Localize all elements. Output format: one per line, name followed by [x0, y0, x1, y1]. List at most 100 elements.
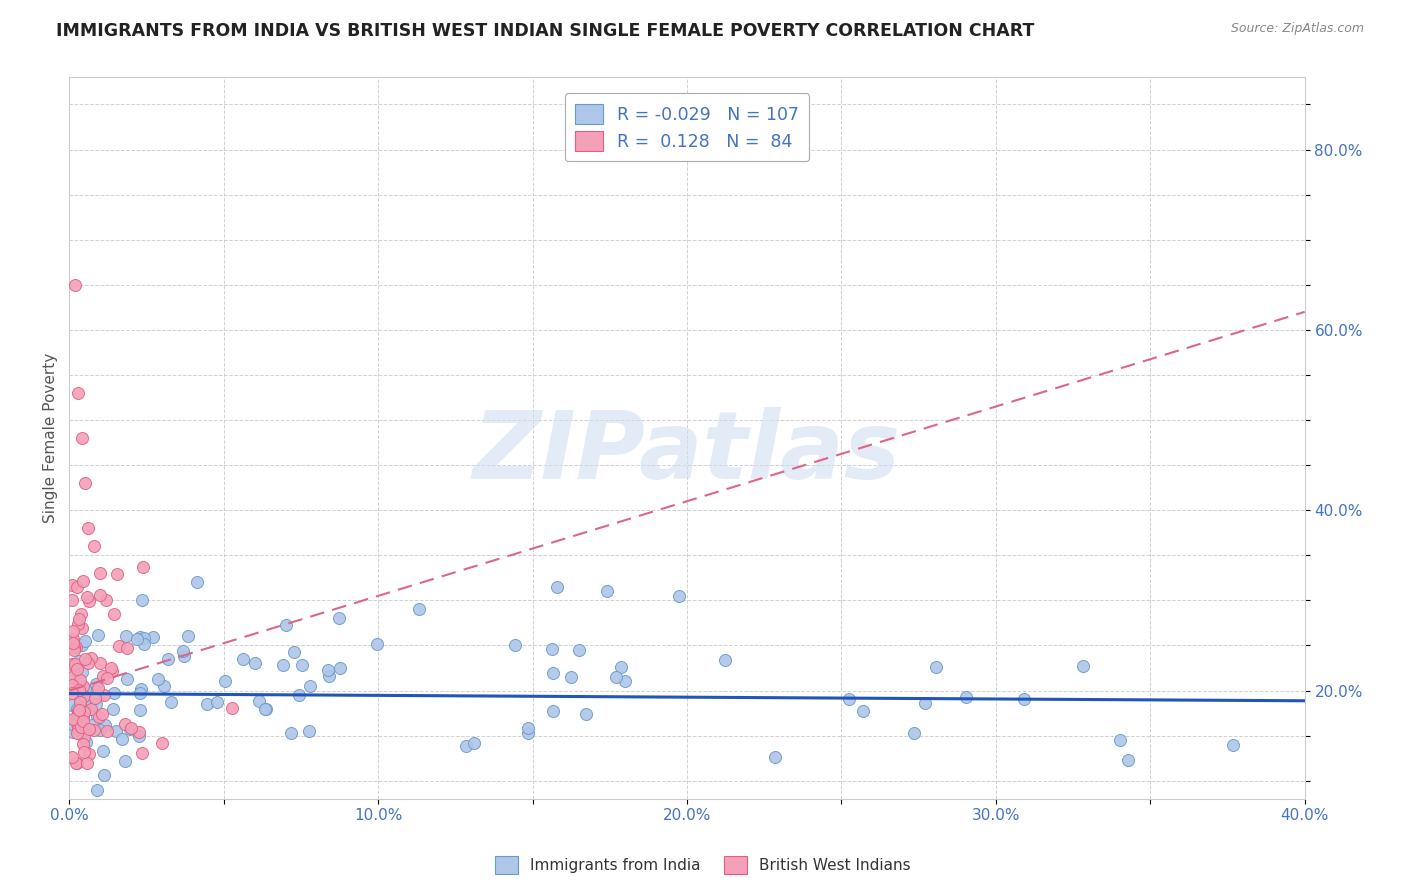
Y-axis label: Single Female Poverty: Single Female Poverty — [44, 353, 58, 524]
Point — [560, 669, 582, 683]
Point — [280, 726, 302, 740]
Point — [67, 386, 90, 401]
Point — [516, 725, 538, 739]
Point — [541, 641, 564, 656]
Point — [128, 685, 150, 699]
Point — [89, 588, 111, 602]
Point — [274, 618, 297, 632]
Point — [114, 716, 136, 731]
Point — [152, 736, 174, 750]
Point — [72, 665, 94, 679]
Text: Source: ZipAtlas.com: Source: ZipAtlas.com — [1230, 22, 1364, 36]
Point — [94, 717, 117, 731]
Point — [120, 722, 142, 736]
Point — [69, 692, 91, 706]
Point — [115, 629, 138, 643]
Point — [67, 612, 90, 626]
Point — [60, 716, 83, 731]
Point — [101, 701, 124, 715]
Point — [172, 644, 194, 658]
Point — [115, 640, 138, 655]
Point — [148, 673, 170, 687]
Point — [63, 640, 86, 654]
Point — [83, 723, 105, 738]
Point — [77, 722, 100, 736]
Point — [668, 589, 690, 603]
Point — [298, 723, 321, 738]
Point — [838, 692, 860, 706]
Point — [65, 657, 87, 671]
Point — [173, 648, 195, 663]
Point — [63, 712, 86, 726]
Point — [247, 694, 270, 708]
Point — [67, 708, 90, 723]
Point — [65, 277, 87, 292]
Point — [67, 703, 90, 717]
Point — [288, 688, 311, 702]
Point — [91, 669, 114, 683]
Point — [69, 720, 91, 734]
Point — [232, 651, 254, 665]
Point — [82, 718, 104, 732]
Point — [62, 632, 84, 647]
Point — [86, 782, 108, 797]
Point — [60, 749, 83, 764]
Point — [93, 744, 115, 758]
Point — [503, 638, 526, 652]
Point — [329, 661, 352, 675]
Point — [72, 638, 94, 652]
Point — [100, 661, 122, 675]
Point — [127, 632, 149, 646]
Point — [73, 633, 96, 648]
Point — [67, 722, 90, 736]
Point — [86, 681, 108, 696]
Point — [105, 566, 128, 581]
Point — [70, 431, 93, 445]
Point — [613, 674, 636, 689]
Point — [60, 681, 83, 696]
Point — [83, 539, 105, 553]
Point — [153, 679, 176, 693]
Point — [543, 704, 565, 718]
Point — [1109, 732, 1132, 747]
Point — [62, 636, 84, 650]
Point — [75, 686, 97, 700]
Point — [70, 607, 93, 621]
Point — [517, 721, 540, 735]
Point — [66, 617, 89, 632]
Point — [243, 656, 266, 670]
Point — [63, 674, 86, 689]
Point — [76, 656, 98, 670]
Point — [60, 678, 83, 692]
Point — [114, 754, 136, 768]
Point — [69, 695, 91, 709]
Point — [132, 636, 155, 650]
Point — [73, 746, 96, 760]
Point — [253, 702, 276, 716]
Point — [463, 736, 485, 750]
Point — [595, 584, 617, 599]
Point — [73, 703, 96, 717]
Point — [925, 659, 948, 673]
Point — [72, 738, 94, 752]
Point — [73, 697, 96, 711]
Point — [1071, 658, 1094, 673]
Point — [128, 703, 150, 717]
Point — [73, 682, 96, 697]
Point — [120, 721, 142, 735]
Point — [568, 642, 591, 657]
Point — [254, 702, 277, 716]
Point — [66, 725, 89, 739]
Point — [316, 663, 339, 677]
Point — [73, 689, 96, 703]
Point — [103, 686, 125, 700]
Point — [75, 652, 97, 666]
Point — [366, 637, 388, 651]
Point — [67, 654, 90, 668]
Point — [271, 657, 294, 672]
Point — [80, 650, 103, 665]
Point — [93, 767, 115, 781]
Point — [83, 690, 105, 705]
Point — [131, 747, 153, 761]
Point — [73, 730, 96, 744]
